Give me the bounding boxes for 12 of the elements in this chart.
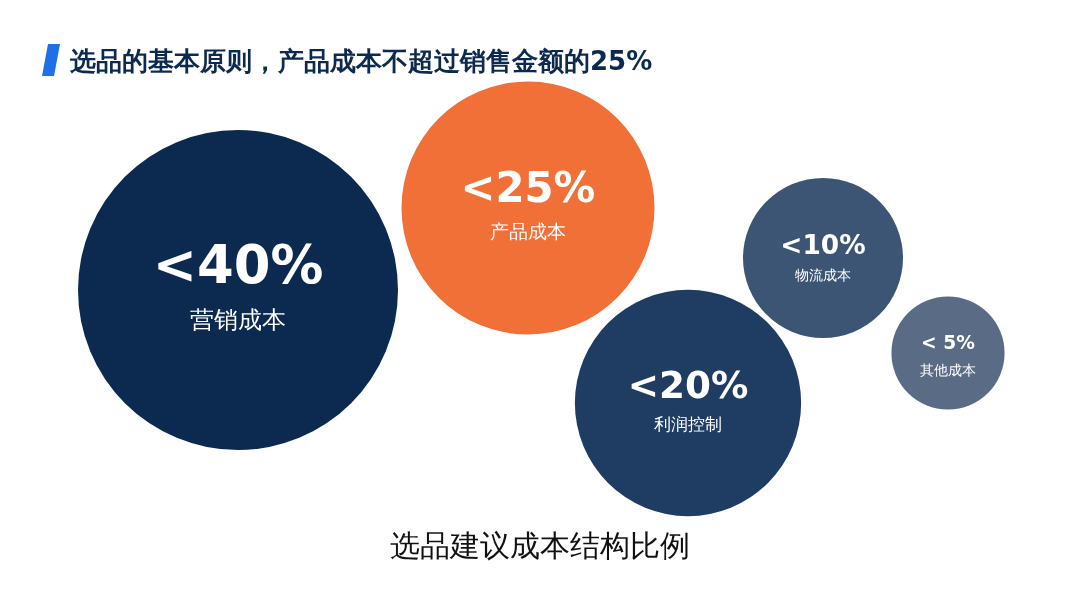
text: 选品建议成本结构比例 — [390, 528, 690, 563]
category-label: 产品成本 — [490, 220, 566, 243]
text: 选品的基本原则，产品成本不超过销售金额的25% — [69, 46, 653, 76]
data-label: <10% — [780, 228, 866, 260]
data-label: <20% — [627, 362, 749, 407]
category-label: 营销成本 — [190, 306, 286, 335]
data-label: <40% — [152, 233, 324, 295]
category-label: 利润控制 — [654, 414, 722, 435]
category-label: 物流成本 — [795, 267, 851, 284]
data-label: < 5% — [921, 331, 976, 353]
data-label: <25% — [460, 163, 596, 213]
category-label: 其他成本 — [920, 362, 976, 379]
